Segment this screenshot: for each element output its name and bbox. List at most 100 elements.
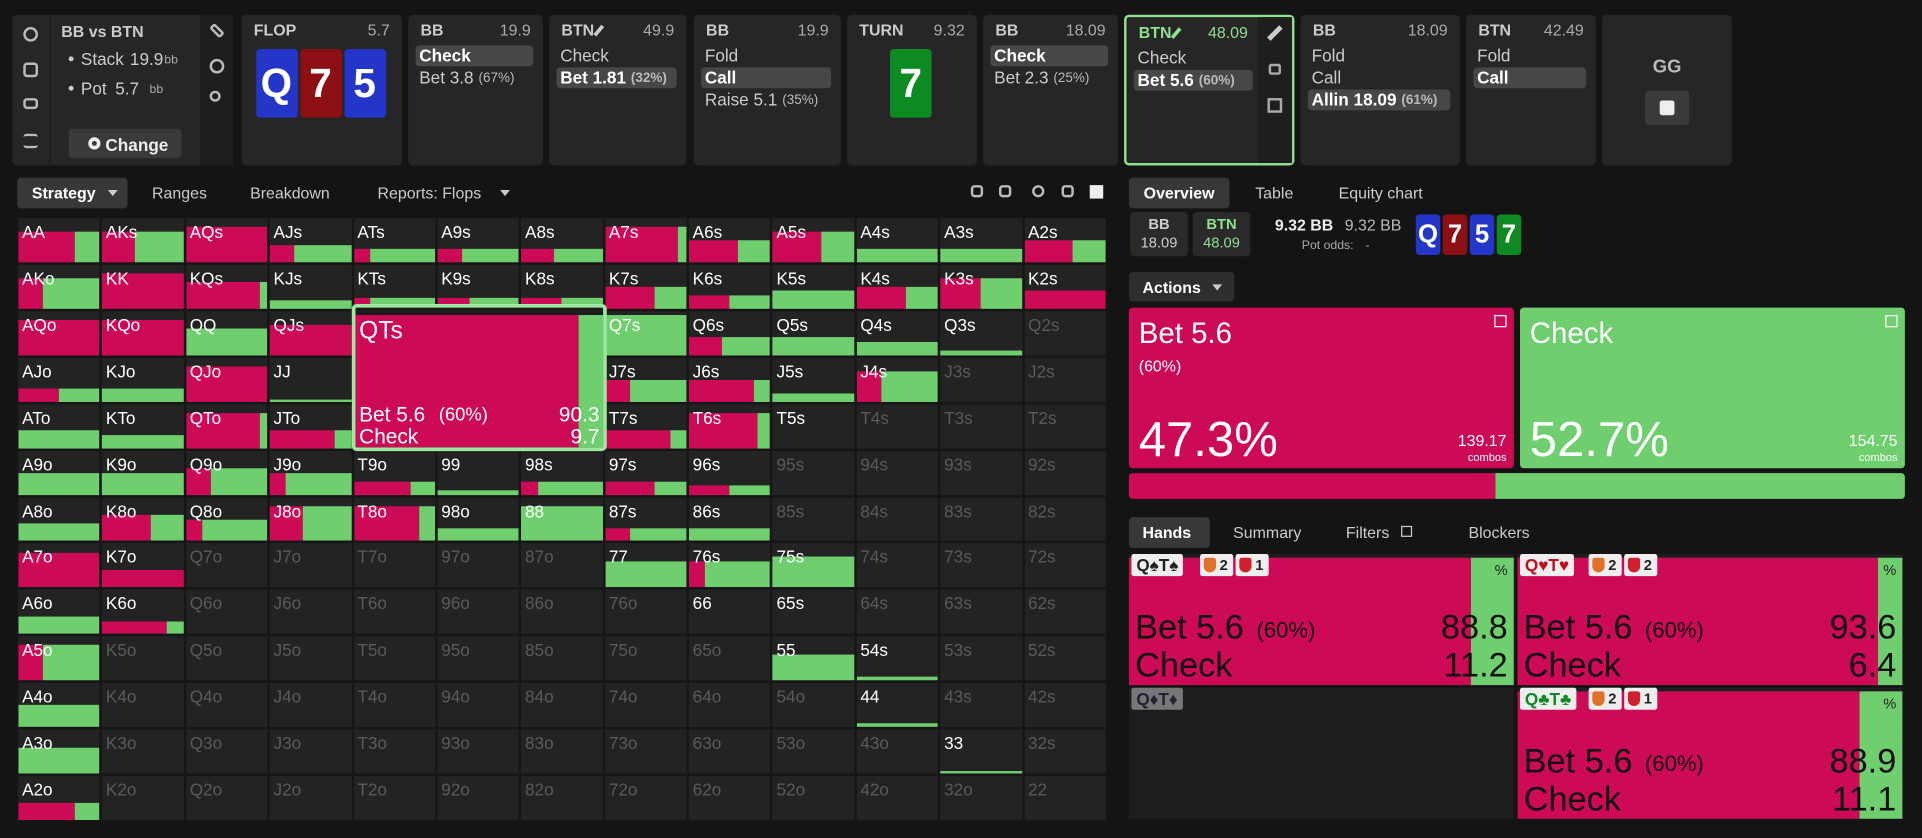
- hand-cell[interactable]: 85o: [520, 635, 604, 682]
- hand-cell[interactable]: 74o: [603, 681, 688, 729]
- tab[interactable]: Hands: [1128, 517, 1210, 548]
- hand-cell[interactable]: 85s: [771, 495, 856, 543]
- hand-cell[interactable]: 72s: [1023, 542, 1107, 589]
- hand-cell[interactable]: ATs: [352, 216, 437, 264]
- hand-cell[interactable]: 99: [436, 449, 521, 496]
- node-action[interactable]: Bet 2.3 (25%): [990, 67, 1108, 88]
- hand-cell[interactable]: Q8o: [184, 495, 269, 543]
- hand-cell[interactable]: Q2o: [184, 774, 269, 822]
- hand-cell[interactable]: K2o: [100, 774, 185, 822]
- hand-cell[interactable]: K9o: [100, 449, 185, 496]
- hand-cell[interactable]: 42s: [1023, 681, 1107, 729]
- hand-cell[interactable]: 66: [687, 588, 772, 636]
- hand-cell[interactable]: AKo: [17, 263, 101, 310]
- hand-cell[interactable]: A4s: [855, 216, 940, 264]
- hand-cell[interactable]: K8o: [100, 495, 185, 543]
- hand-cell[interactable]: AQs: [184, 216, 269, 264]
- view-icon[interactable]: [1089, 185, 1104, 199]
- hand-cell[interactable]: QJs: [268, 309, 353, 357]
- hand-cell[interactable]: 95o: [436, 635, 521, 682]
- hand-cell[interactable]: 72o: [603, 774, 688, 822]
- node-action[interactable]: Allin 18.09 (61%): [1307, 89, 1451, 111]
- node-action[interactable]: Call: [1473, 67, 1587, 89]
- hand-cell[interactable]: A3s: [939, 216, 1024, 264]
- hand-cell[interactable]: T2o: [352, 774, 437, 822]
- hand-cell[interactable]: AA: [17, 216, 101, 264]
- hand-cell[interactable]: 94s: [855, 449, 940, 496]
- hand-cell[interactable]: 83s: [939, 495, 1024, 543]
- view-icon[interactable]: [970, 185, 984, 198]
- hand-cell[interactable]: T6o: [352, 588, 437, 636]
- save-button[interactable]: [1645, 90, 1690, 126]
- hand-cell[interactable]: T5o: [352, 635, 437, 682]
- hand-cell[interactable]: 88: [520, 495, 604, 543]
- node-action[interactable]: Fold: [701, 45, 831, 66]
- node-action[interactable]: Check: [415, 45, 534, 67]
- hand-cell[interactable]: J6o: [268, 588, 353, 636]
- node-action[interactable]: Bet 5.6 (60%): [1133, 69, 1253, 91]
- hand-cell[interactable]: 62o: [687, 774, 772, 822]
- node[interactable]: BTN 42.49 Fold Call: [1466, 14, 1596, 166]
- hand-cell[interactable]: Q5o: [184, 635, 269, 682]
- hand-cell[interactable]: KJs: [268, 263, 353, 310]
- hand-cell[interactable]: K9s: [436, 263, 521, 310]
- save-icon[interactable]: [23, 62, 38, 78]
- hand-cell[interactable]: A5s: [771, 216, 856, 264]
- hand-cell[interactable]: A9o: [17, 449, 101, 496]
- hand-cell[interactable]: J7s: [603, 356, 688, 403]
- hand-cell[interactable]: K3o: [100, 728, 185, 775]
- node-action[interactable]: Check: [557, 45, 677, 66]
- tab[interactable]: Table: [1241, 178, 1312, 209]
- edit-icon[interactable]: [1267, 25, 1283, 41]
- hand-cell[interactable]: A2o: [17, 774, 101, 822]
- hand-cell[interactable]: T9o: [352, 449, 437, 496]
- hand-cell[interactable]: 33: [939, 728, 1024, 775]
- hand-cell[interactable]: KQs: [184, 263, 269, 310]
- hand-cell[interactable]: A9s: [436, 216, 521, 264]
- node[interactable]: BTN 49.9 Check Bet 1.81 (32%): [549, 14, 687, 166]
- tab[interactable]: Blockers: [1455, 517, 1560, 548]
- hand-cell[interactable]: 95s: [771, 449, 856, 496]
- hand-cell[interactable]: Q6s: [687, 309, 772, 357]
- hand-cell[interactable]: K2s: [1023, 263, 1107, 310]
- hand-cell[interactable]: 63o: [687, 728, 772, 775]
- hand-cell[interactable]: 96o: [436, 588, 521, 636]
- hand-cell[interactable]: T5s: [771, 402, 856, 450]
- hand-cell[interactable]: 76s: [687, 542, 772, 589]
- node-action[interactable]: Raise 5.1 (35%): [701, 89, 831, 110]
- hand-cell[interactable]: Q7s: [603, 309, 688, 357]
- node-action[interactable]: Check: [990, 45, 1109, 67]
- hand-cell[interactable]: K6s: [687, 263, 772, 310]
- hand-cell[interactable]: K6o: [100, 588, 185, 636]
- hand-cell[interactable]: J8o: [268, 495, 353, 543]
- hand-cell[interactable]: KK: [100, 263, 185, 310]
- hand-cell[interactable]: A6s: [687, 216, 772, 264]
- hand-cell[interactable]: AJo: [17, 356, 101, 403]
- hand-cell[interactable]: ATo: [17, 402, 101, 450]
- hand-cell[interactable]: 86s: [687, 495, 772, 543]
- hand-cell[interactable]: 74s: [855, 542, 940, 589]
- hand-cell[interactable]: Q4s: [855, 309, 940, 357]
- hand-cell[interactable]: K5o: [100, 635, 185, 682]
- hand-cell[interactable]: T3o: [352, 728, 437, 775]
- hand-cell[interactable]: Q4o: [184, 681, 269, 729]
- hand-cell[interactable]: 75o: [603, 635, 688, 682]
- hand-cell[interactable]: 64s: [855, 588, 940, 636]
- hand-cell[interactable]: 52o: [771, 774, 856, 822]
- hand-cell[interactable]: 84s: [855, 495, 940, 543]
- hand-cell[interactable]: J6s: [687, 356, 772, 403]
- hand-cell[interactable]: A8o: [17, 495, 101, 543]
- hand-cell[interactable]: 87s: [603, 495, 688, 543]
- node[interactable]: BB 19.9 Fold Call Raise 5.1 (35%): [693, 14, 841, 166]
- hand-cell[interactable]: KQo: [100, 309, 185, 357]
- hand-cell[interactable]: J3o: [268, 728, 353, 775]
- hand-cell[interactable]: 75s: [771, 542, 856, 589]
- hand-cell[interactable]: 32s: [1023, 728, 1107, 775]
- hand-cell[interactable]: K3s: [939, 263, 1024, 310]
- hand-cell[interactable]: JTo: [268, 402, 353, 450]
- hand-cell[interactable]: 53s: [939, 635, 1024, 682]
- view-icon[interactable]: [1032, 185, 1045, 198]
- hand-cell[interactable]: J2o: [268, 774, 353, 822]
- hand-cell[interactable]: 93s: [939, 449, 1024, 496]
- view-icon[interactable]: [1061, 185, 1074, 198]
